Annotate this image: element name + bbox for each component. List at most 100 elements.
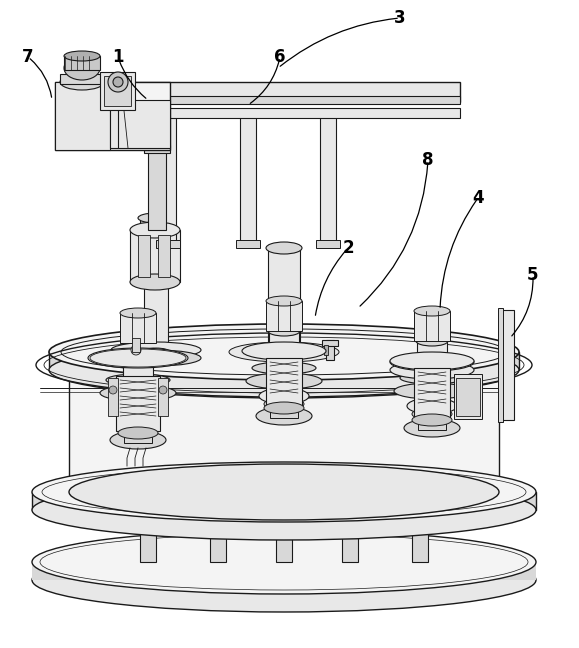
Ellipse shape xyxy=(110,431,166,449)
Bar xyxy=(240,116,256,244)
Ellipse shape xyxy=(252,362,316,374)
Ellipse shape xyxy=(259,388,309,404)
Ellipse shape xyxy=(90,349,186,367)
Bar xyxy=(274,505,294,513)
Ellipse shape xyxy=(113,400,163,416)
Ellipse shape xyxy=(130,274,180,290)
Text: 4: 4 xyxy=(472,189,484,207)
Text: 8: 8 xyxy=(422,151,434,169)
Bar xyxy=(123,343,153,381)
Bar xyxy=(412,510,428,562)
Ellipse shape xyxy=(100,385,176,401)
Bar xyxy=(104,76,131,106)
Ellipse shape xyxy=(229,342,339,362)
Ellipse shape xyxy=(59,490,509,526)
Bar xyxy=(138,505,158,513)
Bar xyxy=(124,433,152,443)
Bar xyxy=(116,376,160,431)
Ellipse shape xyxy=(131,345,141,355)
Bar xyxy=(144,145,170,153)
Ellipse shape xyxy=(279,319,289,329)
Ellipse shape xyxy=(94,359,182,373)
Bar xyxy=(269,331,299,369)
Bar xyxy=(342,510,358,562)
Ellipse shape xyxy=(390,361,474,379)
Ellipse shape xyxy=(111,350,201,366)
Ellipse shape xyxy=(32,480,536,540)
Bar xyxy=(276,510,292,562)
Bar xyxy=(158,378,168,416)
Bar xyxy=(268,248,300,356)
Bar xyxy=(158,235,170,277)
Bar xyxy=(130,230,180,282)
Bar xyxy=(326,340,334,360)
Bar xyxy=(320,116,336,244)
Bar xyxy=(417,341,447,379)
Polygon shape xyxy=(69,355,499,492)
Ellipse shape xyxy=(390,353,474,371)
Polygon shape xyxy=(32,562,536,580)
Bar xyxy=(156,240,180,248)
Ellipse shape xyxy=(113,77,123,87)
Ellipse shape xyxy=(412,414,452,426)
Bar xyxy=(456,378,480,416)
Ellipse shape xyxy=(69,464,499,520)
Bar xyxy=(60,74,104,84)
Bar xyxy=(140,510,156,562)
Polygon shape xyxy=(49,352,519,370)
Bar xyxy=(108,378,118,416)
Ellipse shape xyxy=(400,372,464,384)
Ellipse shape xyxy=(138,213,174,223)
Bar xyxy=(55,82,110,150)
Ellipse shape xyxy=(32,548,536,612)
Ellipse shape xyxy=(44,486,524,530)
Bar xyxy=(110,100,170,148)
Ellipse shape xyxy=(122,338,154,348)
Ellipse shape xyxy=(427,329,437,339)
Bar xyxy=(55,82,170,150)
Bar xyxy=(64,56,100,70)
Ellipse shape xyxy=(49,324,519,380)
Bar xyxy=(324,345,328,355)
Ellipse shape xyxy=(412,408,452,420)
Ellipse shape xyxy=(264,398,304,410)
Ellipse shape xyxy=(242,342,326,360)
Bar xyxy=(418,420,446,430)
Ellipse shape xyxy=(64,56,100,80)
Ellipse shape xyxy=(159,386,167,394)
Ellipse shape xyxy=(264,402,304,414)
Ellipse shape xyxy=(404,419,460,437)
Bar xyxy=(270,408,298,418)
Bar xyxy=(500,383,512,399)
Ellipse shape xyxy=(394,383,470,399)
Ellipse shape xyxy=(118,410,158,422)
Ellipse shape xyxy=(256,407,312,425)
Ellipse shape xyxy=(133,331,143,341)
Ellipse shape xyxy=(118,427,158,439)
Ellipse shape xyxy=(266,296,302,306)
Ellipse shape xyxy=(88,348,188,368)
Bar xyxy=(498,308,503,422)
Ellipse shape xyxy=(60,74,104,90)
Ellipse shape xyxy=(64,51,100,61)
Ellipse shape xyxy=(111,342,201,358)
Ellipse shape xyxy=(266,242,302,254)
Text: 6: 6 xyxy=(274,48,286,66)
Polygon shape xyxy=(32,492,536,510)
Bar xyxy=(132,338,140,352)
Bar xyxy=(100,82,460,102)
Bar xyxy=(340,505,360,513)
Bar xyxy=(414,311,450,341)
Bar xyxy=(138,235,150,277)
Bar xyxy=(414,368,450,418)
Bar xyxy=(150,180,162,235)
Bar xyxy=(100,96,460,104)
Ellipse shape xyxy=(407,398,457,414)
Ellipse shape xyxy=(106,374,170,386)
Text: 7: 7 xyxy=(22,48,34,66)
Bar xyxy=(236,240,260,248)
Bar xyxy=(266,358,302,406)
Bar xyxy=(502,310,514,420)
Bar xyxy=(100,108,460,118)
Ellipse shape xyxy=(32,462,536,522)
